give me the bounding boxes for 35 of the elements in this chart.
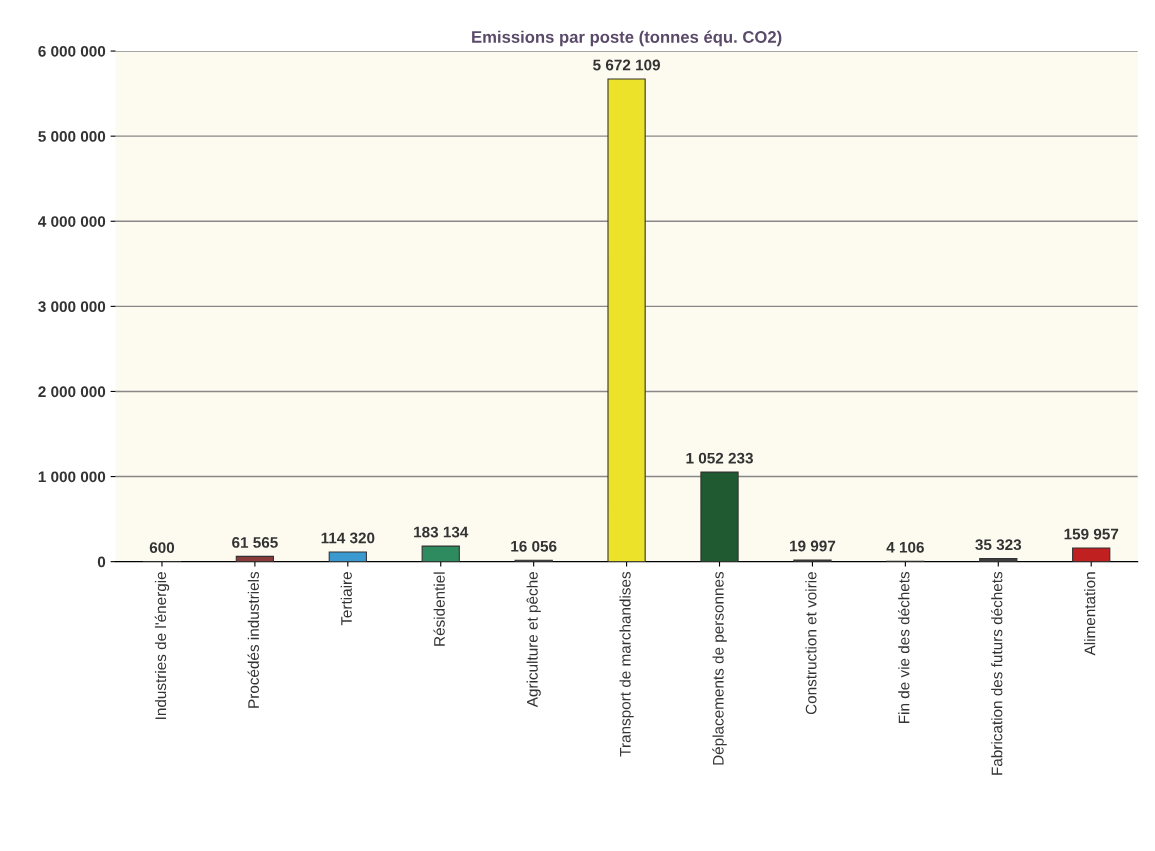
bar bbox=[421, 545, 460, 562]
x-tick-label: Déplacements de personnes bbox=[712, 571, 727, 765]
y-tick-label: 6 000 000 bbox=[38, 45, 106, 57]
data-label: 35 323 bbox=[975, 539, 1022, 551]
x-tick-label: Fabrication des futurs déchets bbox=[990, 571, 1003, 775]
y-tick-label: 0 bbox=[97, 556, 106, 568]
data-label: 5 672 109 bbox=[593, 59, 661, 71]
y-tick-label: 5 000 000 bbox=[38, 131, 106, 142]
data-label: 19 997 bbox=[790, 540, 836, 552]
x-tick-label: Procédés industriels bbox=[247, 571, 259, 708]
data-label: 1 052 233 bbox=[686, 452, 753, 464]
y-tick-label: 2 000 000 bbox=[38, 386, 106, 398]
data-label: 159 957 bbox=[1064, 528, 1119, 540]
y-tick-label: 3 000 000 bbox=[38, 301, 106, 313]
x-tick-label: Alimentation bbox=[1084, 572, 1096, 656]
data-label: 4 106 bbox=[886, 541, 924, 553]
data-label: 114 320 bbox=[321, 532, 375, 544]
y-tick-label: 1 000 000 bbox=[38, 471, 106, 483]
x-tick-label: Transport de marchandises bbox=[619, 571, 634, 757]
data-label: 600 bbox=[149, 542, 175, 554]
bar bbox=[1072, 547, 1111, 562]
x-tick-label: Résidentiel bbox=[433, 572, 445, 646]
bar bbox=[700, 471, 739, 562]
x-tick-label: Construction et voirie bbox=[805, 572, 817, 715]
bar bbox=[328, 551, 367, 562]
chart-title: Emissions par poste (tonnes équ. CO2) bbox=[472, 30, 782, 47]
x-tick-label: Tertiaire bbox=[340, 572, 352, 626]
x-tick-label: Industries de l'énergie bbox=[154, 572, 170, 719]
x-tick-label: Agriculture et pêche bbox=[526, 572, 541, 708]
y-tick-label: 4 000 000 bbox=[38, 216, 106, 227]
data-label: 16 056 bbox=[511, 540, 557, 552]
bar bbox=[607, 78, 646, 562]
x-tick-label: Fin de vie des déchets bbox=[898, 571, 910, 723]
data-label: 61 565 bbox=[232, 537, 278, 548]
data-label: 183 134 bbox=[414, 526, 469, 538]
